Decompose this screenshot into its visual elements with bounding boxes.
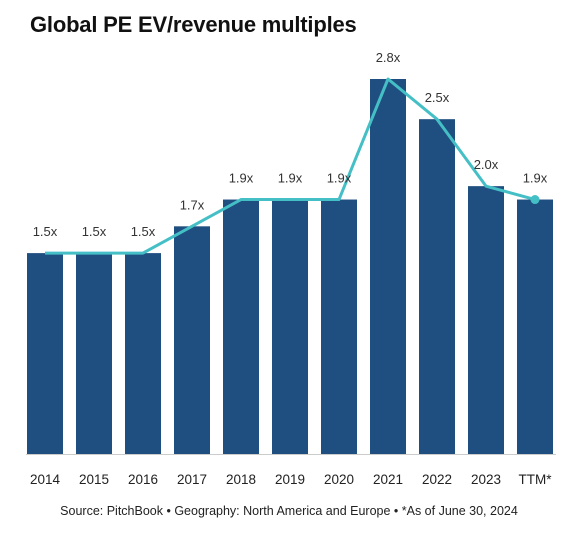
x-tick-label: 2018 — [226, 472, 256, 487]
data-label: 2.5x — [425, 90, 450, 105]
x-tick-label: 2019 — [275, 472, 305, 487]
source-note: Source: PitchBook • Geography: North Ame… — [60, 504, 518, 518]
x-tick-label: 2020 — [324, 472, 354, 487]
x-tick-label: 2017 — [177, 472, 207, 487]
chart-title: Global PE EV/revenue multiples — [30, 12, 357, 37]
data-label: 1.5x — [82, 224, 107, 239]
x-tick-label: TTM* — [519, 472, 553, 487]
data-label: 1.5x — [131, 224, 156, 239]
bar-2017 — [174, 226, 210, 454]
data-label: 2.0x — [474, 157, 499, 172]
x-tick-label: 2014 — [30, 472, 61, 487]
x-tick-label: 2023 — [471, 472, 501, 487]
bar-2014 — [27, 253, 63, 454]
bar-ttm — [517, 199, 553, 454]
bar-2021 — [370, 79, 406, 454]
data-label: 1.9x — [278, 171, 303, 186]
x-tick-labels-group: 2014 2015 2016 2017 2018 2019 2020 2021 2022 2023… — [30, 472, 552, 487]
bar-2020 — [321, 199, 357, 454]
data-label: 2.8x — [376, 50, 401, 65]
data-labels-group: 1.5x 1.5x 1.5x 1.7x 1.9x 1.9x 1.9x 2.8x 2.5x 2.0x… — [33, 50, 548, 239]
x-tick-label: 2021 — [373, 472, 403, 487]
trend-end-marker — [530, 195, 540, 205]
bar-2015 — [76, 253, 112, 454]
data-label: 1.9x — [327, 171, 352, 186]
data-label: 1.5x — [33, 224, 58, 239]
bar-2018 — [223, 199, 259, 454]
trend-line — [45, 77, 536, 255]
bar-2019 — [272, 199, 308, 454]
x-tick-label: 2016 — [128, 472, 158, 487]
bar-2023 — [468, 186, 504, 454]
bar-2016 — [125, 253, 161, 454]
bar-2022 — [419, 119, 455, 454]
data-label: 1.9x — [523, 171, 548, 186]
x-tick-label: 2015 — [79, 472, 109, 487]
data-label: 1.9x — [229, 171, 254, 186]
data-label: 1.7x — [180, 197, 205, 212]
bars-group — [27, 79, 553, 454]
x-tick-label: 2022 — [422, 472, 452, 487]
